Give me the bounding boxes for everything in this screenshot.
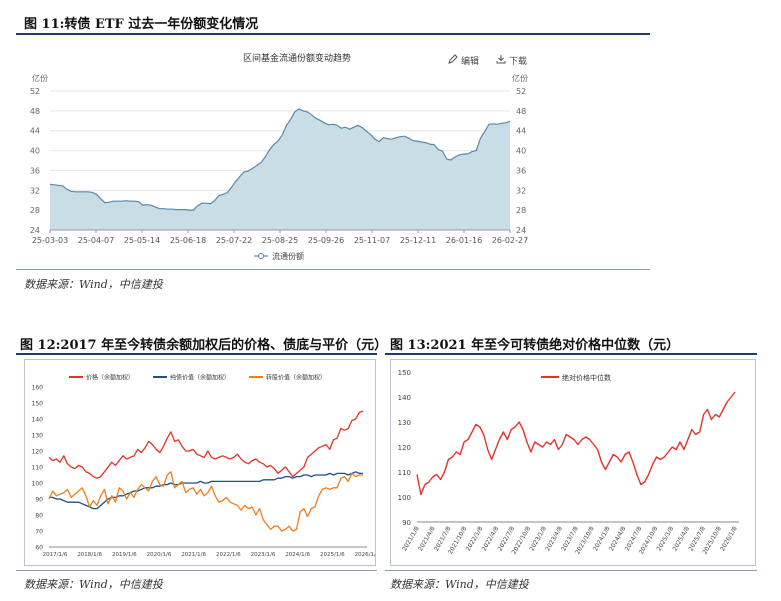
median-price-chart: 901001101201301401502021/1/82021/4/82021… [398,369,739,556]
series-line-share [49,108,511,211]
y-tick-label: 130 [32,433,44,440]
edit-button[interactable]: 编辑 [448,54,479,67]
y-tick-label: 100 [398,494,411,502]
x-tick-label: 2026/1/6 [355,552,375,558]
y-tick-label-left: 44 [30,127,40,136]
download-label: 下载 [509,57,528,67]
y-tick-label: 70 [35,529,43,536]
x-tick-label: 2019/1/6 [112,552,137,558]
y-tick-label: 100 [32,481,44,488]
y-tick-label-left: 28 [30,206,40,215]
figure-13-source: 数据来源：Wind，中信建投 [390,578,529,591]
series-line-0 [48,410,364,479]
y-tick-label: 60 [35,545,43,552]
series-line-1 [49,471,363,510]
price-bondfloor-parity-chart: 60 70 80 90 100 110 120 130 140 150 160 2017/1/6 201… [32,374,380,559]
y-unit-right: 亿份 [512,73,528,83]
y-tick-label-right: 36 [516,166,526,175]
y-tick-label: 140 [32,417,44,424]
x-tick-label: 25-06-18 [170,236,206,245]
x-tick-label: 25-09-26 [308,236,344,245]
y-tick-label-left: 36 [30,166,40,175]
download-icon [496,54,506,67]
title-underline [385,353,757,355]
y-tick-label-left: 48 [30,107,40,116]
x-tick-label: 25-05-14 [124,236,160,245]
y-tick-label-left: 32 [30,186,40,195]
x-tick-label: 2018/1/6 [77,552,102,558]
x-tick-label: 2020/1/6 [147,552,172,558]
x-tick-label: 25-08-25 [262,236,298,245]
figure-12-title: 图 12:2017 年至今转债余额加权后的价格、债底与平价（元） [20,338,388,353]
title-underline [16,353,377,355]
y-tick-label: 90 [402,519,411,527]
y-tick-label-right: 24 [516,226,526,235]
y-tick-label: 120 [32,449,44,456]
figure-11-panel: 区间基金流通份额变动趋势 亿份 亿份 24 24 28 28 32 32 36 36 40 40 44 4… [16,40,650,268]
y-tick-label: 80 [35,513,43,520]
x-tick-label: 2021/1/6 [181,552,206,558]
figure-11-title: 图 11:转债 ETF 过去一年份额变化情况 [24,17,259,32]
y-tick-label-right: 32 [516,186,526,195]
y-tick-label-right: 48 [516,107,526,116]
y-tick-label-right: 28 [516,206,526,215]
y-tick-label-right: 40 [516,147,526,156]
y-tick-label-left: 52 [30,87,40,96]
x-tick-label: 26-02-27 [492,236,528,245]
series-area-share [50,108,510,230]
y-tick-label: 150 [32,401,44,408]
figure-11-source: 数据来源：Wind，中信建投 [24,278,163,291]
y-tick-label: 120 [398,444,411,452]
x-tick-label: 2022/1/6 [216,552,241,558]
x-tick-label: 25-04-07 [78,236,114,245]
x-tick-label: 2017/1/6 [43,552,68,558]
title-underline [16,33,650,35]
y-tick-label-right: 44 [516,127,526,136]
figure-12-panel: 60 70 80 90 100 110 120 130 140 150 160 2017/1/6 201… [24,359,380,566]
figure-13-panel: 90 100 110 120 130 140 150 2021/1/8 2021/4/8 2021… [390,359,756,566]
y-tick-label: 110 [398,469,411,477]
x-tick-label: 25-12-11 [400,236,436,245]
figure-12-source: 数据来源：Wind，中信建投 [24,578,163,591]
divider [385,570,757,571]
edit-label: 编辑 [461,57,480,67]
series-line-2 [48,471,363,532]
legend-label: 价格（余额加权） [86,374,134,382]
y-unit-left: 亿份 [32,73,48,83]
y-tick-label: 110 [32,465,44,472]
share-trend-chart: 区间基金流通份额变动趋势 亿份 亿份 24 24 28 28 32 32 36 36 40 40 44 4… [30,52,528,261]
y-tick-label-left: 40 [30,147,40,156]
y-tick-label: 130 [398,419,411,427]
y-tick-label: 150 [398,369,411,377]
y-tick-label: 90 [35,497,43,504]
series-line-median [416,391,736,496]
legend-label: 转股价值（余额加权） [266,374,326,382]
pencil-icon [448,54,458,67]
legend-label: 纯债价值（余额加权） [170,374,230,382]
x-tick-label: 2023/1/6 [251,552,276,558]
legend-label: 流通份额 [272,251,304,261]
download-button[interactable]: 下载 [496,54,527,67]
x-tick-label: 2025/1/6 [320,552,345,558]
y-tick-label: 160 [32,385,44,392]
x-tick-label: 25-03-03 [32,236,68,245]
x-tick-label: 26-01-16 [446,236,482,245]
divider [16,570,377,571]
legend-label: 绝对价格中位数 [562,373,611,382]
y-tick-label-left: 24 [30,226,40,235]
legend-marker [258,253,264,259]
x-tick-label: 25-07-22 [216,236,252,245]
y-tick-label-right: 52 [516,87,526,96]
chart-title: 区间基金流通份额变动趋势 [243,52,351,64]
figure-13-title: 图 13:2021 年至今可转债绝对价格中位数（元） [390,338,680,353]
y-tick-label: 140 [398,394,411,402]
divider [16,269,650,270]
x-tick-label: 2024/1/6 [285,552,310,558]
x-tick-label: 25-11-07 [354,236,390,245]
